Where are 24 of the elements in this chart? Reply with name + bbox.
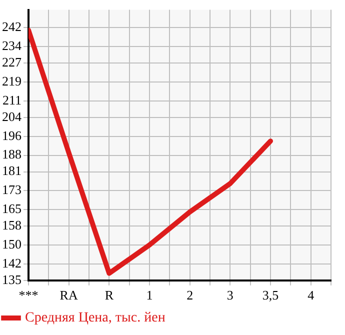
y-tick-label: 234: [2, 38, 22, 54]
y-tick-label: 173: [2, 182, 22, 198]
y-tick-label: 204: [2, 108, 22, 124]
x-tick-label: 1: [146, 288, 153, 303]
y-tick-label: 165: [2, 200, 22, 216]
y-tick-label: 181: [2, 163, 22, 178]
y-tick-label: 242: [2, 19, 22, 34]
x-tick-label: 4: [308, 288, 315, 303]
legend-label: Средняя Цена, тыс. йен: [25, 310, 166, 326]
y-tick-label: 188: [2, 146, 22, 162]
y-tick-label: 150: [2, 236, 22, 252]
y-tick-label: 227: [2, 54, 22, 70]
x-tick-label: RA: [60, 288, 78, 303]
x-tick-label: 3,5: [262, 288, 279, 303]
x-tick-label: 3: [226, 288, 234, 303]
y-tick-label: 196: [2, 128, 22, 143]
y-tick-label: 211: [2, 92, 22, 108]
y-tick-label: 135: [2, 272, 22, 287]
x-tick-label: 2: [186, 288, 194, 303]
y-tick-label: 142: [2, 255, 22, 270]
x-tick-label: ***: [18, 288, 38, 303]
x-tick-label: R: [104, 288, 114, 303]
y-tick-label: 219: [2, 73, 22, 88]
y-tick-label: 158: [2, 218, 22, 233]
